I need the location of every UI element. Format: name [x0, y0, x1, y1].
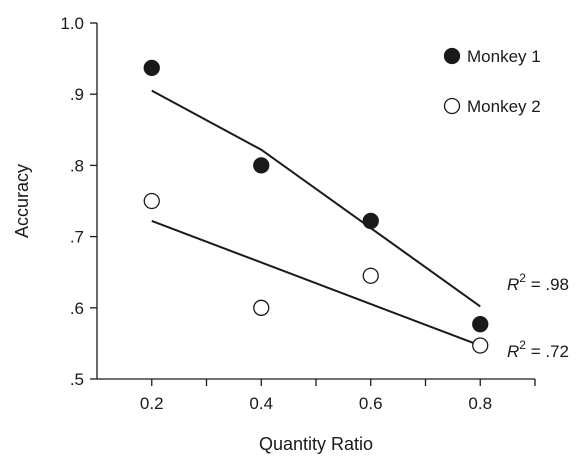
point-series-2	[362, 267, 379, 284]
point-series-2	[143, 192, 160, 210]
point-series-2	[472, 337, 489, 354]
y-tick-label: .8	[70, 156, 84, 175]
axes: .5 .6 .7 .8 .9 1.0 0.2 0.4 0.6 0.8 Quantity Ratio A…	[12, 14, 536, 454]
y-tick-label: .5	[70, 370, 84, 389]
y-tick-label: .9	[70, 85, 84, 104]
point-series-2	[253, 299, 270, 316]
legend-label-1: Monkey 1	[467, 47, 541, 66]
r-squared-labels: R2 = .98 R2 = .72	[507, 271, 569, 361]
x-axis-title: Quantity Ratio	[259, 434, 373, 454]
r-squared-label-2: R2 = .72	[507, 338, 569, 361]
y-tick-label: 1.0	[60, 14, 84, 33]
y-tick-label: .7	[70, 228, 84, 247]
fit-lines	[151, 89, 481, 347]
r-squared-label-1: R2 = .98	[507, 271, 569, 294]
legend-marker-2	[443, 97, 461, 115]
data-points	[143, 59, 489, 354]
legend-marker-1	[443, 47, 461, 65]
legend: Monkey 1 Monkey 2	[443, 47, 541, 116]
fit-line-2	[151, 220, 481, 347]
x-tick-label: 0.6	[359, 394, 383, 413]
point-series-1	[143, 59, 160, 77]
point-series-1	[472, 316, 489, 333]
legend-label-2: Monkey 2	[467, 97, 541, 116]
x-tick-label: 0.2	[140, 394, 164, 413]
x-tick-label: 0.8	[468, 394, 492, 413]
y-tick-label: .6	[70, 299, 84, 318]
point-series-1	[362, 212, 379, 230]
point-series-1	[253, 157, 270, 174]
fit-line-1	[151, 89, 481, 308]
y-axis-title: Accuracy	[12, 164, 32, 238]
x-tick-label: 0.4	[249, 394, 273, 413]
